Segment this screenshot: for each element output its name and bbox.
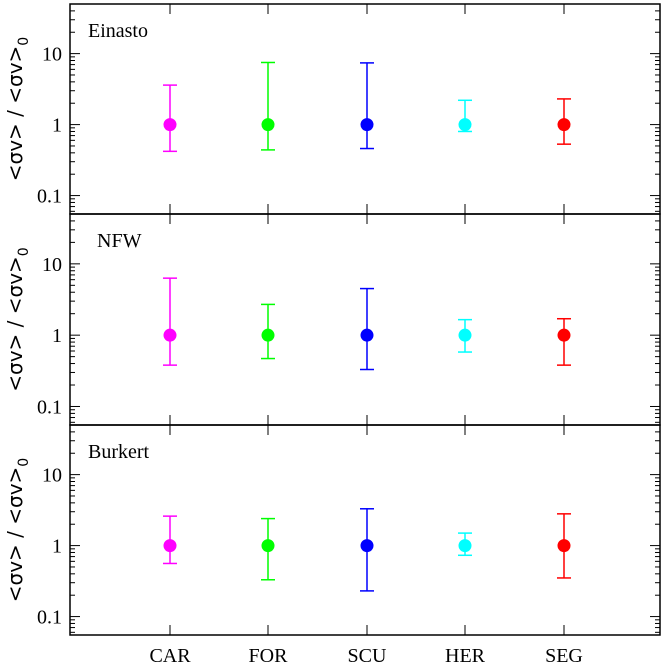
- y-tick-label: 1: [52, 536, 62, 558]
- y-axis-label-subscript: 0: [16, 458, 32, 467]
- y-tick-label: 0.1: [37, 607, 62, 629]
- y-tick-label: 1: [52, 325, 62, 347]
- data-point-car: [163, 328, 177, 342]
- panel-label: Einasto: [88, 20, 148, 42]
- data-point-car: [163, 118, 177, 132]
- data-point-seg: [557, 539, 571, 553]
- panel-label: NFW: [97, 230, 142, 252]
- panel-frame: [69, 3, 661, 215]
- x-tick-label-seg: SEG: [545, 645, 583, 663]
- data-point-for: [261, 539, 275, 553]
- x-tick-label-scu: SCU: [348, 645, 387, 663]
- y-axis-label-subscript: 0: [16, 37, 32, 46]
- data-point-her: [458, 539, 472, 553]
- y-tick-label: 0.1: [37, 186, 62, 208]
- x-tick-label-her: HER: [445, 645, 486, 663]
- y-tick-label: 10: [42, 465, 62, 487]
- y-axis-label: <σv> / <σv>0: [3, 458, 32, 602]
- panel-frame: [69, 213, 661, 426]
- data-point-scu: [360, 539, 374, 553]
- y-axis-label-subscript: 0: [16, 247, 32, 256]
- data-point-car: [163, 539, 177, 553]
- x-tick-label-for: FOR: [249, 645, 289, 663]
- y-axis-label: <σv> / <σv>0: [3, 247, 32, 391]
- y-tick-label: 1: [52, 115, 62, 137]
- data-point-scu: [360, 118, 374, 132]
- data-point-her: [458, 118, 472, 132]
- data-point-scu: [360, 328, 374, 342]
- data-point-seg: [557, 118, 571, 132]
- y-tick-label: 10: [42, 44, 62, 66]
- data-point-seg: [557, 328, 571, 342]
- y-tick-label: 0.1: [37, 396, 62, 418]
- x-tick-label-car: CAR: [149, 645, 191, 663]
- data-point-for: [261, 328, 275, 342]
- y-axis-label: <σv> / <σv>0: [3, 37, 32, 181]
- panel-frame: [69, 424, 661, 636]
- panel-label: Burkert: [88, 441, 150, 463]
- data-point-for: [261, 118, 275, 132]
- data-point-her: [458, 328, 472, 342]
- y-tick-label: 10: [42, 254, 62, 276]
